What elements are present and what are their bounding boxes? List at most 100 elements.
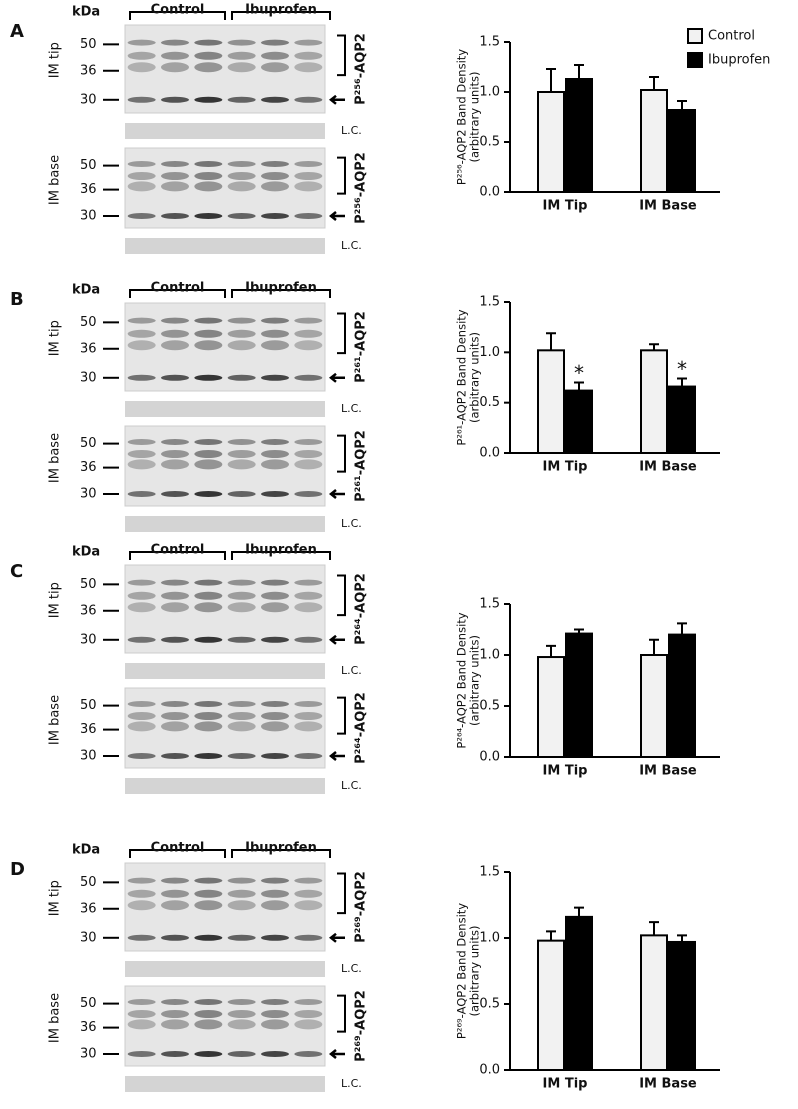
- band: [194, 439, 223, 445]
- blot-background: [124, 24, 326, 114]
- band: [261, 999, 289, 1005]
- band: [127, 934, 156, 941]
- y-axis-label: (arbitrary units): [468, 635, 482, 726]
- group-bracket: [129, 551, 226, 560]
- y-tick-label: 1.5: [479, 597, 500, 612]
- band: [194, 317, 223, 324]
- loading-label: L.C.: [341, 664, 362, 677]
- panel-letter: A: [10, 21, 24, 42]
- marker-label: 30: [80, 92, 97, 107]
- band: [161, 329, 189, 338]
- band: [161, 579, 189, 586]
- band: [161, 934, 189, 941]
- loading-label: L.C.: [341, 124, 362, 137]
- band-arrow: [328, 634, 345, 645]
- band: [127, 712, 156, 720]
- x-tick-label: IM Tip: [543, 1077, 588, 1092]
- band: [261, 39, 289, 46]
- band: [161, 317, 189, 324]
- error-bar: [574, 381, 584, 391]
- band: [261, 889, 289, 898]
- group-label: Control: [151, 841, 205, 856]
- band: [161, 1019, 189, 1030]
- band: [161, 439, 189, 445]
- band: [261, 491, 289, 497]
- bar: [537, 939, 565, 1072]
- marker-label: 36: [80, 722, 97, 737]
- band: [127, 721, 156, 732]
- band: [194, 701, 223, 707]
- band: [127, 374, 156, 381]
- tissue-label: IM base: [48, 433, 63, 483]
- loading-control: [125, 663, 325, 679]
- tissue-label: IM base: [48, 695, 63, 745]
- group-bracket: [231, 551, 331, 560]
- band: [161, 172, 189, 180]
- band: [294, 1019, 323, 1030]
- band: [261, 1010, 289, 1018]
- blot-background: [124, 564, 326, 654]
- band: [261, 636, 289, 643]
- band: [161, 753, 189, 759]
- band: [127, 877, 156, 884]
- group-label: Ibuprofen: [245, 281, 317, 296]
- marker-label: 50: [80, 698, 97, 713]
- error-bar: [677, 622, 687, 635]
- band: [261, 161, 289, 167]
- band: [261, 317, 289, 324]
- band: [261, 877, 289, 884]
- antibody-label: P²⁶⁴-AQP2: [354, 573, 369, 645]
- error-bar: [574, 906, 584, 917]
- group-label: Control: [151, 281, 205, 296]
- band: [194, 1051, 223, 1057]
- group-label: Control: [151, 543, 205, 558]
- band: [294, 374, 323, 381]
- error-bar: [677, 100, 687, 110]
- band: [227, 753, 256, 759]
- band: [294, 491, 323, 497]
- y-tick-label: 0.5: [479, 699, 500, 714]
- band: [194, 636, 223, 643]
- y-tick-label: 0.5: [479, 135, 500, 150]
- band: [227, 1051, 256, 1057]
- band: [227, 1010, 256, 1018]
- band: [127, 701, 156, 707]
- band: [194, 712, 223, 720]
- blot-image: [124, 24, 326, 114]
- antibody-label: P²⁶⁴-AQP2: [354, 692, 369, 764]
- marker-label: 30: [80, 370, 97, 385]
- legend-swatch: [687, 28, 703, 44]
- band: [161, 591, 189, 600]
- loading-label: L.C.: [341, 1077, 362, 1090]
- bar: [537, 656, 565, 758]
- band: [194, 877, 223, 884]
- band: [227, 602, 256, 613]
- band: [227, 721, 256, 732]
- group-label: Ibuprofen: [245, 841, 317, 856]
- x-tick-label: IM Tip: [543, 460, 588, 475]
- band: [227, 213, 256, 219]
- band: [161, 213, 189, 219]
- band-arrow: [328, 211, 345, 221]
- band: [194, 491, 223, 497]
- band: [194, 340, 223, 351]
- band: [227, 450, 256, 458]
- loading-label: L.C.: [341, 402, 362, 415]
- error-bar: [574, 628, 584, 634]
- loading-control: [125, 123, 325, 139]
- band: [261, 712, 289, 720]
- band: [161, 900, 189, 911]
- antibody-label: P²⁵⁶-AQP2: [354, 33, 369, 105]
- kda-label: kDa: [72, 5, 100, 20]
- blot-background: [124, 302, 326, 392]
- marker-label: 36: [80, 182, 97, 197]
- band-arrow: [328, 1049, 345, 1059]
- bar: [668, 940, 696, 1072]
- band: [294, 999, 323, 1005]
- band: [127, 1051, 156, 1057]
- band-arrow: [328, 489, 345, 499]
- band: [261, 96, 289, 103]
- band: [227, 161, 256, 167]
- band: [261, 459, 289, 470]
- y-axis-label: (arbitrary units): [468, 332, 482, 423]
